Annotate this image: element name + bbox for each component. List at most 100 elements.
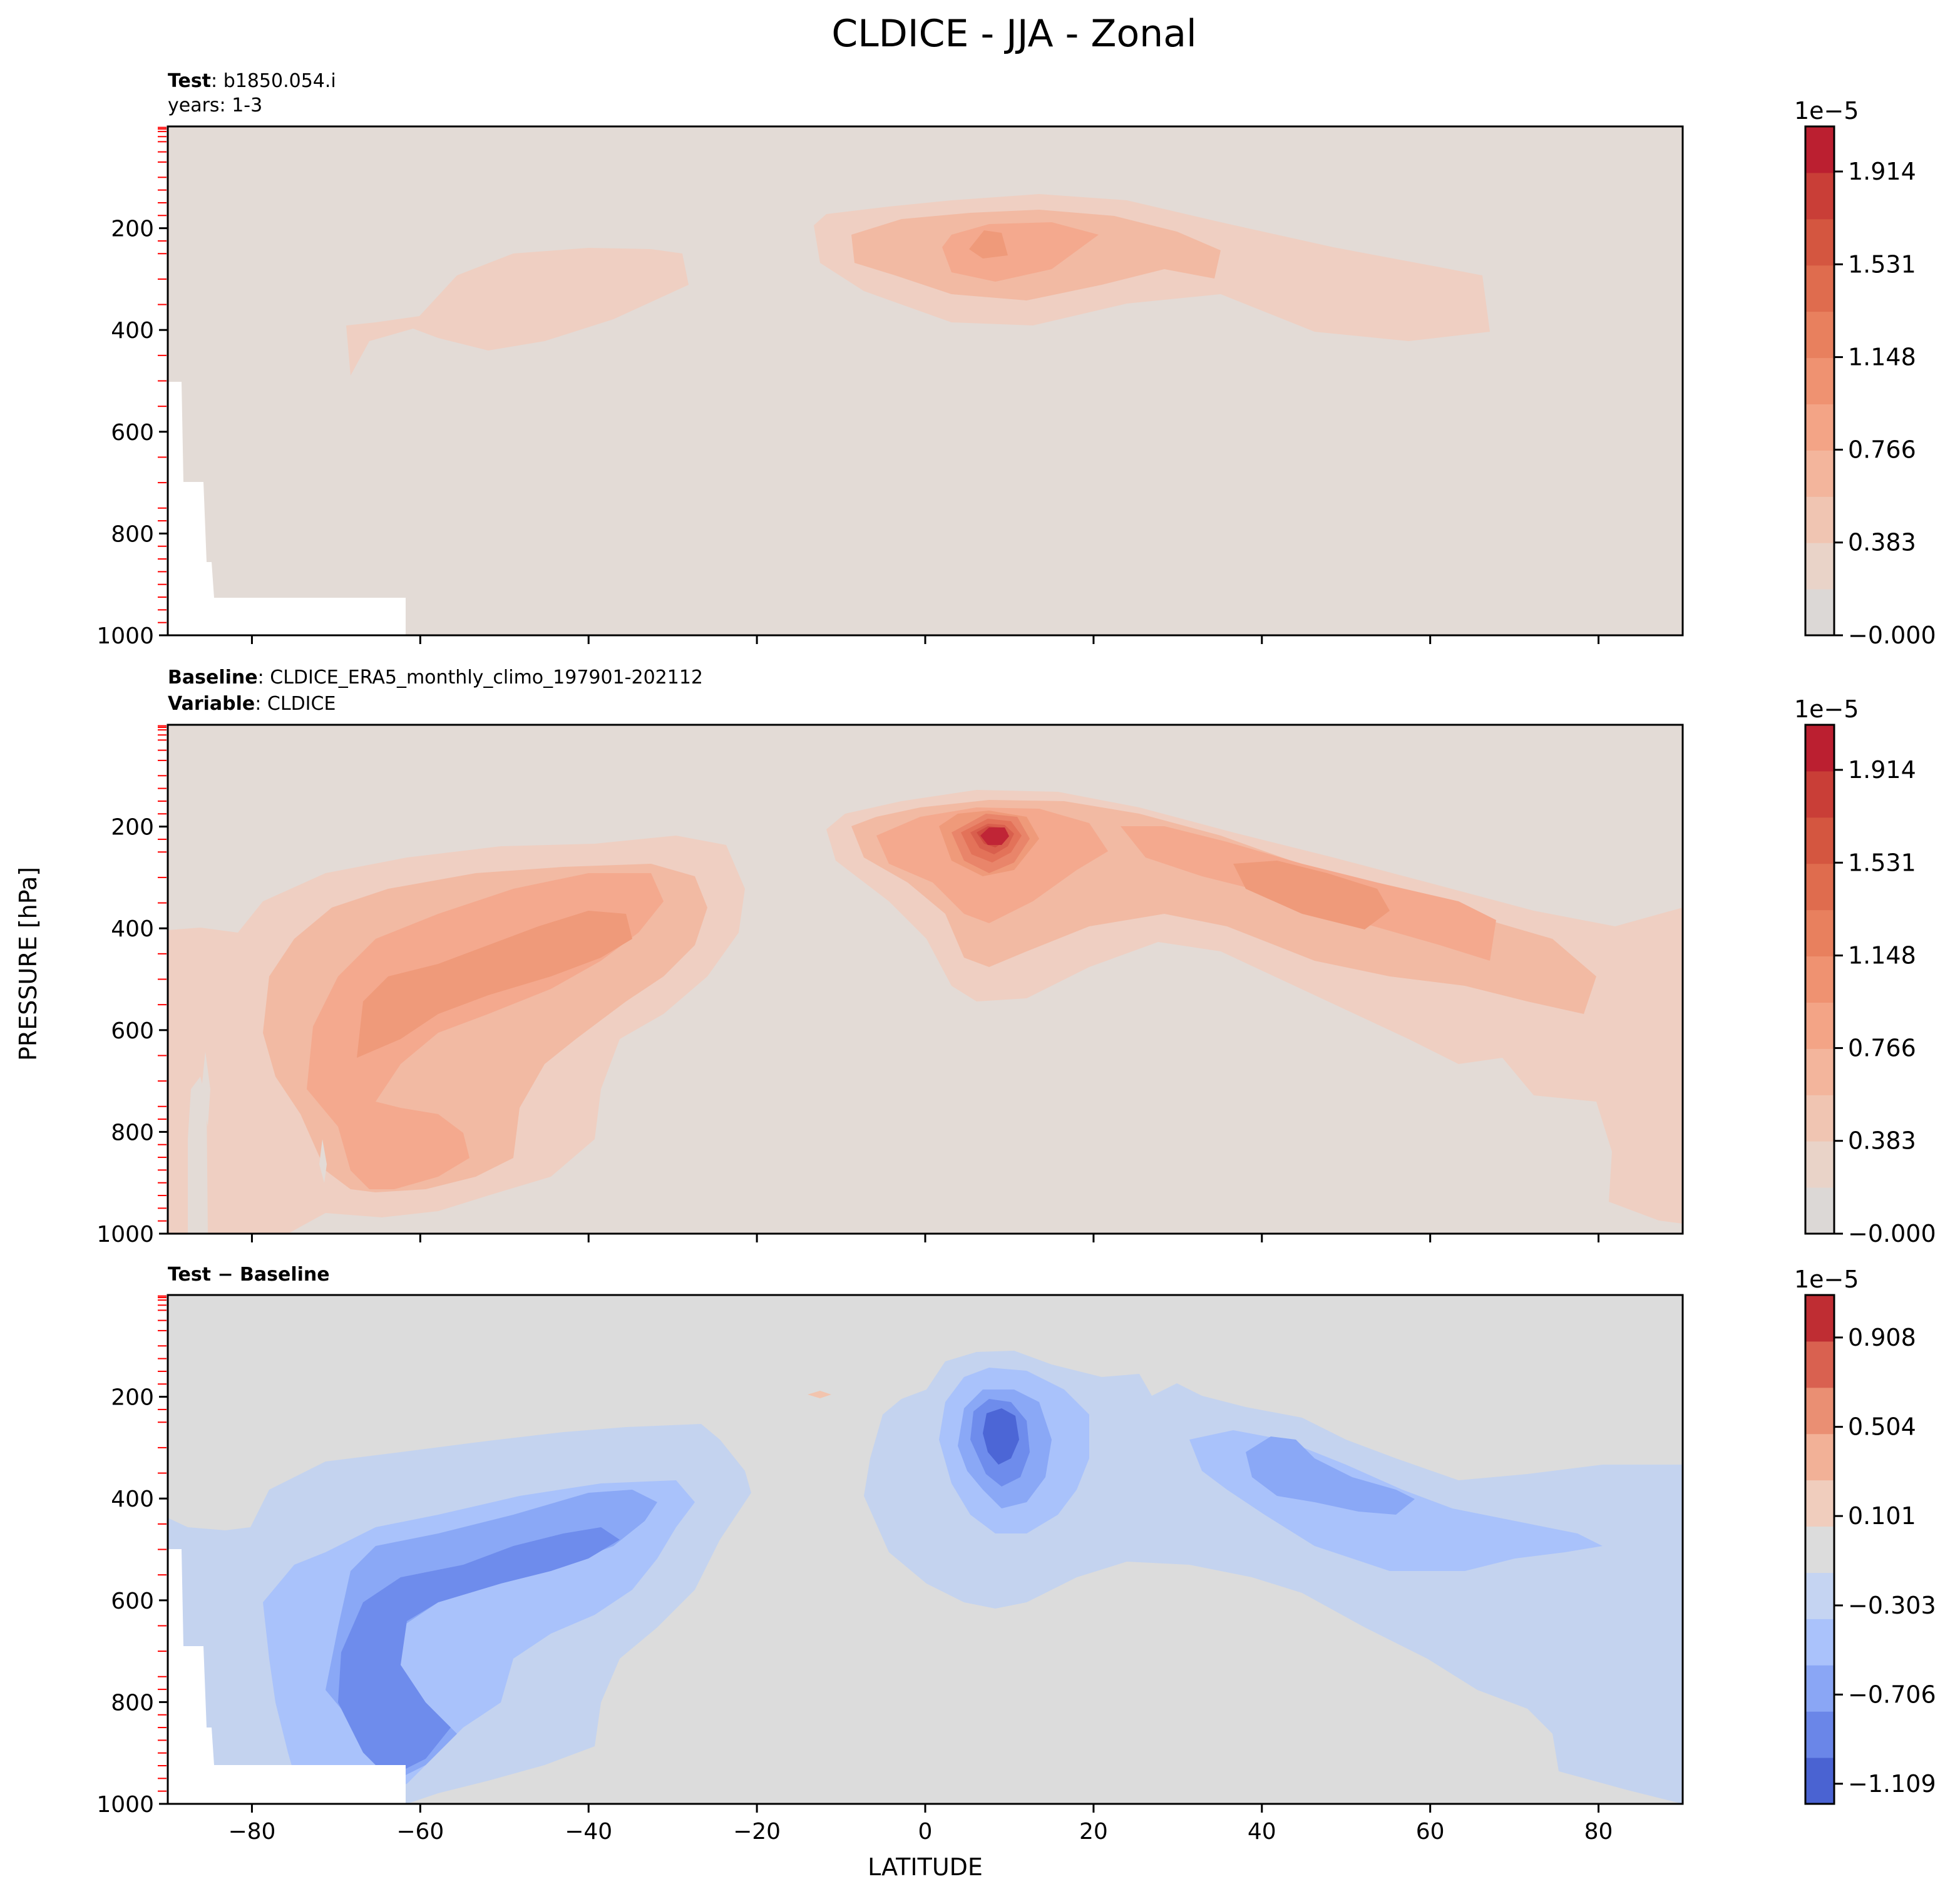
contour-level-neg4 <box>338 1527 620 1778</box>
colorbar-swatch <box>1805 543 1834 590</box>
colorbar-swatch <box>1805 909 1834 957</box>
colorbar-test: 1e−5 −0.000 0.383 0.766 1.148 1.531 1.914 <box>1794 97 1936 649</box>
y-tick-label: 400 <box>111 1487 154 1512</box>
y-tick-label: 600 <box>111 1018 154 1044</box>
colorbar-frame-diff <box>1804 1294 1835 1805</box>
colorbar-swatch <box>1805 770 1834 818</box>
panel-baseline-info-line2: Variable: CLDICE <box>168 693 336 715</box>
y-axis-label: PRESSURE [hPa] <box>14 867 42 1061</box>
contour-level-background <box>188 1077 208 1234</box>
colorbar-frame-baseline <box>1804 724 1835 1235</box>
y-axis-test: 200 400 600 800 1000 <box>96 126 168 649</box>
y-tick-label: 800 <box>111 1690 154 1716</box>
contour-field-test <box>168 126 1683 635</box>
colorbar-swatch <box>1805 450 1834 497</box>
contour-level-4 <box>357 911 632 1058</box>
x-tick-label: −80 <box>228 1819 275 1845</box>
colorbar-tick-label: 0.908 <box>1848 1324 1916 1351</box>
y-tick-label: 200 <box>111 815 154 841</box>
contour-level-4 <box>1233 861 1390 929</box>
missing-data-mask <box>168 1549 406 1804</box>
colorbar-swatches-diff <box>1805 1295 1834 1804</box>
y-tick-label: 800 <box>111 521 154 547</box>
panel-baseline: Baseline: CLDICE_ERA5_monthly_climo_1979… <box>96 667 1936 1247</box>
colorbar-swatch <box>1805 1433 1834 1481</box>
colorbar-tick-label: 1.148 <box>1848 942 1916 970</box>
colorbar-swatch <box>1805 218 1834 266</box>
x-tick-label: −20 <box>733 1819 781 1845</box>
x-axis-diff: −80 −60 −40 −20 0 20 40 60 80 <box>228 1804 1613 1845</box>
colorbar-swatch <box>1805 1526 1834 1573</box>
contour-level-neg5 <box>983 1408 1019 1465</box>
colorbar-tick-label: 1.914 <box>1848 756 1916 784</box>
y-axis-baseline: 200 400 600 800 1000 <box>96 725 168 1247</box>
colorbar-swatch <box>1805 725 1834 772</box>
x-axis-baseline <box>250 1234 1600 1242</box>
colorbar-ticks-test: −0.000 0.383 0.766 1.148 1.531 1.914 <box>1834 158 1936 649</box>
y-tick-label: 600 <box>111 420 154 446</box>
y-tick-label: 1000 <box>96 1792 154 1818</box>
colorbar-swatch <box>1805 1341 1834 1388</box>
colorbar-swatch <box>1805 817 1834 864</box>
colorbar-ticks-baseline: −0.000 0.383 0.766 1.148 1.531 1.914 <box>1834 756 1936 1247</box>
colorbar-tick-label: −0.706 <box>1848 1681 1936 1708</box>
colorbar-swatch <box>1805 1711 1834 1758</box>
colorbar-swatch <box>1805 496 1834 543</box>
colorbar-tick-label: −0.000 <box>1848 622 1936 649</box>
panel-test: Test: b1850.054.i years: 1-3 200 400 600 80… <box>96 70 1936 649</box>
y-tick-label: 400 <box>111 916 154 942</box>
y-tick-label: 200 <box>111 1385 154 1411</box>
panel-test-info-line2: years: 1-3 <box>168 95 262 116</box>
colorbar-swatches-baseline <box>1805 725 1834 1234</box>
colorbar-tick-label: 0.766 <box>1848 436 1916 463</box>
colorbar-tick-label: 0.504 <box>1848 1413 1916 1441</box>
x-tick-label: 0 <box>918 1819 933 1845</box>
contour-level-1 <box>346 248 689 376</box>
y-tick-label: 800 <box>111 1120 154 1145</box>
contour-level-9 <box>980 827 1009 845</box>
figure-title: CLDICE - JJA - Zonal <box>831 12 1196 56</box>
colorbar-tick-label: 1.531 <box>1848 849 1916 876</box>
colorbar-swatch <box>1805 311 1834 359</box>
colorbar-swatch <box>1805 126 1834 173</box>
colorbar-swatch <box>1805 1480 1834 1527</box>
x-tick-label: 80 <box>1584 1819 1613 1845</box>
colorbar-swatch <box>1805 1758 1834 1804</box>
y-tick-label: 1000 <box>96 623 154 649</box>
colorbar-tick-label: −0.000 <box>1848 1220 1936 1247</box>
panel-diff-info-line1: Test − Baseline <box>168 1264 330 1286</box>
colorbar-frame-test <box>1804 125 1835 637</box>
colorbar-swatch <box>1805 1095 1834 1142</box>
x-tick-label: −60 <box>396 1819 444 1845</box>
x-tick-label: 60 <box>1416 1819 1445 1845</box>
colorbar-tick-label: 1.531 <box>1848 250 1916 278</box>
colorbar-ticks-diff: −1.109 −0.706 −0.303 0.101 0.504 0.908 <box>1834 1324 1936 1798</box>
x-tick-label: 40 <box>1248 1819 1276 1845</box>
panel-baseline-info-line1: Baseline: CLDICE_ERA5_monthly_climo_1979… <box>168 667 703 688</box>
colorbar-swatch <box>1805 1619 1834 1666</box>
colorbar-baseline: 1e−5 −0.000 0.383 0.766 1.148 1.531 1.914 <box>1794 695 1936 1247</box>
colorbar-swatch <box>1805 1141 1834 1188</box>
x-axis-test <box>250 635 1600 644</box>
y-tick-label: 200 <box>111 217 154 242</box>
colorbar-swatch <box>1805 265 1834 312</box>
colorbar-offset-test: 1e−5 <box>1794 97 1859 125</box>
contour-field-baseline <box>168 725 1683 1234</box>
colorbar-offset-baseline: 1e−5 <box>1794 695 1859 723</box>
colorbar-swatch <box>1805 172 1834 220</box>
x-tick-label: 20 <box>1079 1819 1108 1845</box>
contour-level-neg3 <box>1246 1436 1415 1515</box>
contour-level-4 <box>969 230 1008 258</box>
colorbar-tick-label: 1.914 <box>1848 158 1916 185</box>
x-tick-label: −40 <box>565 1819 612 1845</box>
x-axis-label: LATITUDE <box>868 1853 983 1881</box>
colorbar-tick-label: 0.766 <box>1848 1034 1916 1062</box>
contour-field-diff <box>168 1295 1683 1804</box>
panel-test-info-line1: Test: b1850.054.i <box>168 70 336 92</box>
colorbar-swatches-test <box>1805 126 1834 636</box>
colorbar-swatch <box>1805 1002 1834 1049</box>
colorbar-tick-label: −0.303 <box>1848 1592 1936 1619</box>
colorbar-swatch <box>1805 863 1834 911</box>
colorbar-swatch <box>1805 1387 1834 1435</box>
